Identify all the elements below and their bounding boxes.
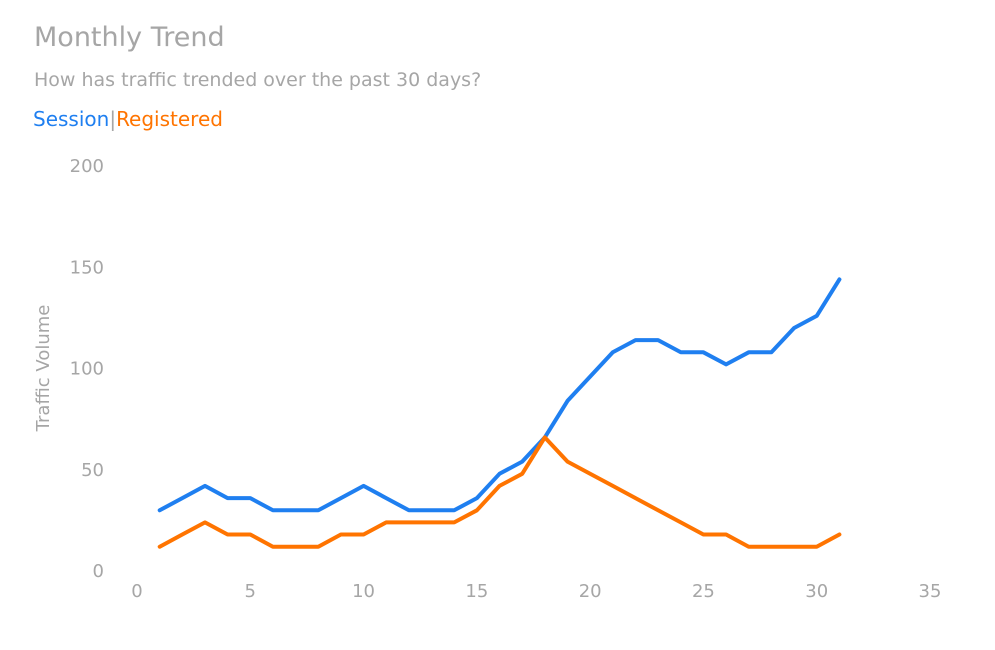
legend-item-registered[interactable]: Registered: [116, 107, 223, 131]
x-tick-label: 5: [245, 581, 256, 602]
y-tick-label: 200: [70, 156, 104, 177]
legend: Session|Registered: [33, 107, 223, 131]
y-axis-ticks: 0 50 100 150 200: [70, 156, 104, 582]
legend-separator: |: [109, 107, 117, 131]
x-tick-label: 0: [131, 581, 142, 602]
y-tick-label: 50: [81, 460, 104, 481]
chart-subtitle: How has traffic trended over the past 30…: [34, 69, 482, 91]
chart-title: Monthly Trend: [34, 22, 225, 53]
series-line-registered[interactable]: [157, 435, 842, 549]
y-axis-title: Traffic Volume: [33, 305, 54, 433]
x-tick-label: 10: [352, 581, 375, 602]
x-tick-label: 30: [805, 581, 828, 602]
y-tick-label: 150: [70, 257, 104, 278]
series-line-session[interactable]: [157, 277, 842, 513]
x-tick-label: 35: [919, 581, 942, 602]
x-tick-label: 15: [465, 581, 488, 602]
legend-item-session[interactable]: Session: [33, 107, 110, 131]
series-lines: [157, 277, 842, 549]
x-tick-label: 20: [579, 581, 602, 602]
x-axis-ticks: 0 5 10 15 20 25 30 35: [131, 581, 941, 602]
x-tick-label: 25: [692, 581, 715, 602]
y-tick-label: 100: [70, 359, 104, 380]
y-tick-label: 0: [93, 561, 104, 582]
